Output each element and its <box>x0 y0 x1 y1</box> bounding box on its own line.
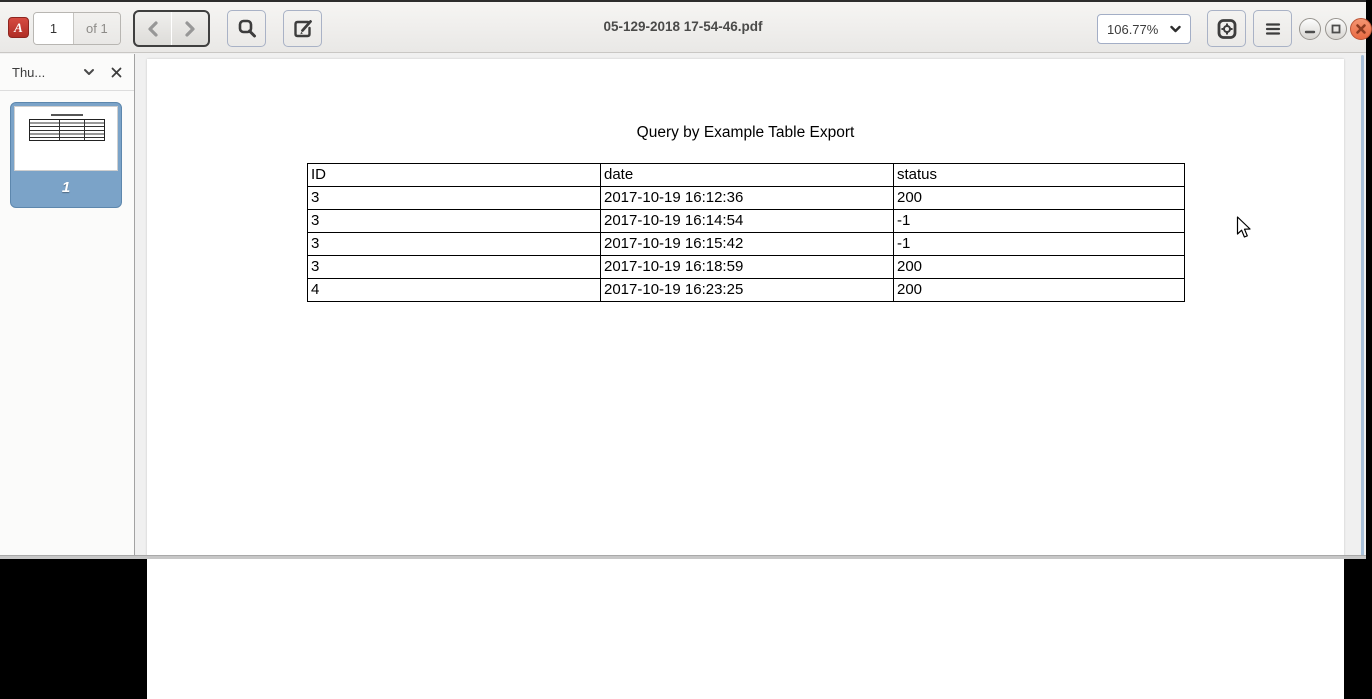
thumbnails-sidebar: Thu... 1 <box>0 54 135 557</box>
thumbnail-table-sketch <box>29 119 105 141</box>
table-cell: -1 <box>893 232 1185 256</box>
table-row: 3 2017-10-19 16:18:59 200 <box>307 255 1185 279</box>
pdf-app-icon: A <box>8 17 29 38</box>
table-cell: 2017-10-19 16:23:25 <box>600 278 894 302</box>
sidebar-panel-title[interactable]: Thu... <box>12 64 46 80</box>
pdf-document-title: Query by Example Table Export <box>636 124 855 141</box>
thumbnail-title-line <box>51 114 83 116</box>
table-cell: 2017-10-19 16:15:42 <box>600 232 894 256</box>
chevron-down-icon <box>83 68 95 76</box>
gear-icon <box>1215 17 1239 41</box>
table-cell: 3 <box>307 209 601 233</box>
pdf-table-header: status <box>893 163 1185 187</box>
table-cell: 3 <box>307 186 601 210</box>
pdf-table-header: date <box>600 163 894 187</box>
search-button[interactable] <box>227 10 266 47</box>
table-row: 3 2017-10-19 16:12:36 200 <box>307 186 1185 210</box>
sidebar-panel-dropdown[interactable] <box>83 68 95 76</box>
maximize-icon <box>1330 23 1342 35</box>
next-page-button[interactable] <box>171 12 208 45</box>
previous-page-button[interactable] <box>135 12 171 45</box>
menu-button[interactable] <box>1253 10 1292 47</box>
vertical-scrollbar[interactable] <box>1361 55 1364 556</box>
table-cell: 3 <box>307 255 601 279</box>
toolbar: A of 1 <box>0 2 1372 53</box>
close-icon <box>111 67 122 78</box>
document-view[interactable]: Query by Example Table Export ID date stat… <box>136 54 1366 699</box>
window-bottom-border <box>0 555 1366 559</box>
table-cell: 2017-10-19 16:12:36 <box>600 186 894 210</box>
table-row: 4 2017-10-19 16:23:25 200 <box>307 278 1185 302</box>
table-row: 3 2017-10-19 16:15:42 -1 <box>307 232 1185 256</box>
thumbnail-page-preview <box>14 106 118 171</box>
table-cell: 4 <box>307 278 601 302</box>
thumbnail-page-1[interactable]: 1 <box>10 102 122 208</box>
table-cell: 2017-10-19 16:18:59 <box>600 255 894 279</box>
table-row: 3 2017-10-19 16:14:54 -1 <box>307 209 1185 233</box>
pdf-table-header: ID <box>307 163 601 187</box>
minimize-icon <box>1304 22 1316 36</box>
chevron-down-icon <box>1170 25 1181 33</box>
page-count-label: of 1 <box>73 13 120 44</box>
table-cell: 2017-10-19 16:14:54 <box>600 209 894 233</box>
table-cell: 200 <box>893 255 1185 279</box>
close-button[interactable] <box>1350 18 1372 40</box>
pdf-table-head-row: ID date status <box>307 163 1185 187</box>
annotate-pencil-icon <box>292 18 314 40</box>
table-cell: -1 <box>893 209 1185 233</box>
zoom-level-value: 106.77% <box>1107 21 1159 37</box>
chevron-right-icon <box>183 20 197 38</box>
pdf-table-body: 3 2017-10-19 16:12:36 200 3 2017-10-19 16:14… <box>307 186 1185 302</box>
page-number-group: of 1 <box>33 12 121 45</box>
zoom-level-dropdown[interactable]: 106.77% <box>1097 14 1191 44</box>
annotate-button[interactable] <box>283 10 322 47</box>
search-icon <box>236 18 258 40</box>
sidebar-header: Thu... <box>0 54 134 91</box>
pdf-page: Query by Example Table Export ID date stat… <box>147 59 1344 699</box>
chevron-left-icon <box>146 20 160 38</box>
maximize-button[interactable] <box>1325 18 1347 40</box>
pdf-table: ID date status 3 2017-10-19 16:12:36 200 3 201… <box>307 163 1185 302</box>
view-options-button[interactable] <box>1207 10 1246 47</box>
close-icon <box>1355 23 1367 35</box>
page-number-input[interactable] <box>34 13 73 44</box>
table-cell: 3 <box>307 232 601 256</box>
sidebar-close-button[interactable] <box>111 67 122 78</box>
minimize-button[interactable] <box>1299 18 1321 40</box>
thumbnail-page-number: 1 <box>61 179 71 196</box>
table-cell: 200 <box>893 278 1185 302</box>
table-cell: 200 <box>893 186 1185 210</box>
hamburger-menu-icon <box>1265 22 1281 36</box>
page-nav-group <box>133 10 210 47</box>
